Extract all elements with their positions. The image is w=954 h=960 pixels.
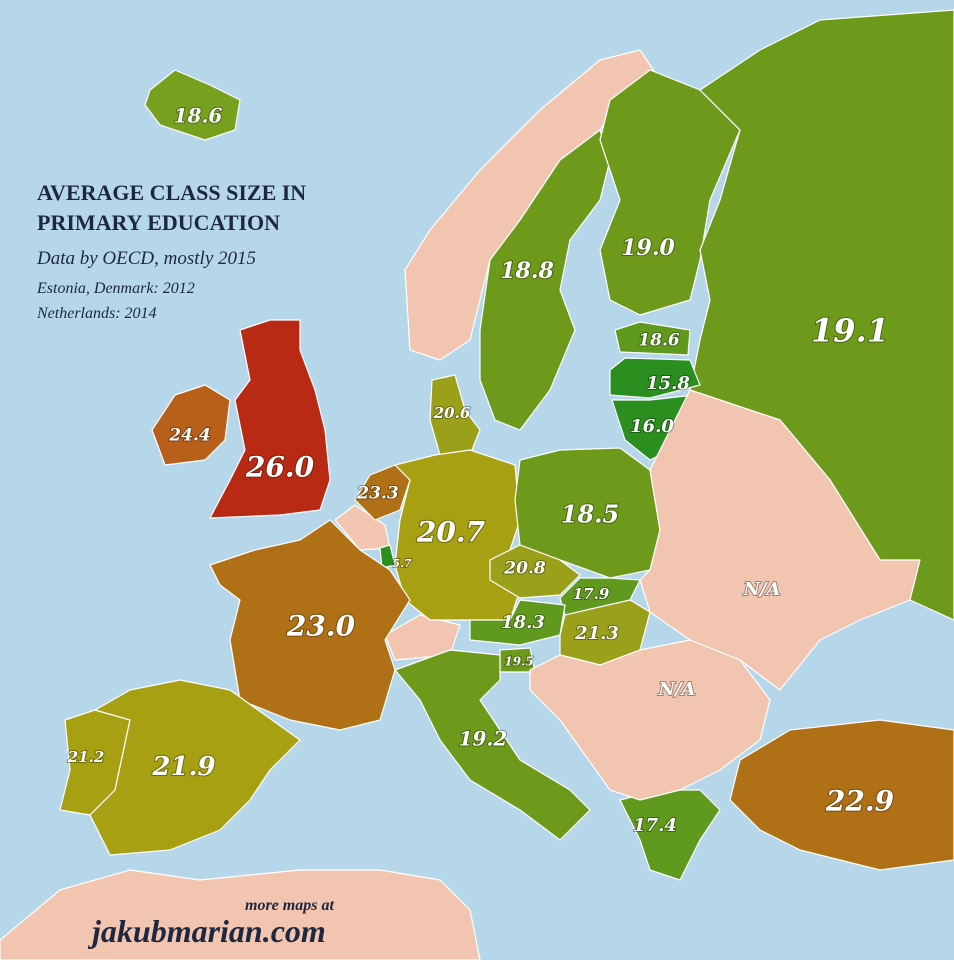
region-label: 18.3	[501, 612, 545, 633]
note: Netherlands: 2014	[36, 305, 157, 322]
subtitle: Data by OECD, mostly 2015	[36, 248, 256, 269]
region-label: 18.6	[638, 331, 680, 351]
region-label: 21.2	[67, 748, 105, 766]
country-region	[479, 129, 611, 431]
footer-prefix: more maps at	[245, 897, 334, 914]
note: Estonia, Denmark: 2012	[36, 280, 195, 297]
region-label: 15.8	[646, 373, 690, 394]
country-region	[614, 321, 691, 356]
region-label: 26.0	[245, 451, 315, 484]
region-label: N/A	[658, 679, 696, 700]
region-label: 21.9	[151, 752, 215, 782]
country-region	[394, 449, 521, 621]
footer-site: jakubmarian.com	[87, 913, 326, 949]
region-label: 24.4	[168, 426, 210, 446]
country-region	[469, 599, 566, 646]
region-label: 20.8	[503, 559, 546, 579]
country-region	[529, 639, 771, 801]
region-label: 21.3	[574, 623, 619, 644]
region-label: 19.0	[621, 235, 675, 261]
country-region	[609, 357, 701, 399]
region-label: 5.7	[392, 557, 411, 570]
country-region	[89, 679, 301, 856]
region-label: 17.9	[573, 585, 610, 603]
region-label: 19.5	[504, 655, 533, 669]
country-region	[429, 374, 481, 456]
land	[0, 869, 481, 960]
region-label: 23.0	[286, 610, 356, 643]
country-region	[144, 69, 241, 141]
country-region	[394, 649, 591, 841]
title-line: PRIMARY EDUCATION	[37, 210, 280, 235]
region-label: 17.4	[633, 815, 677, 836]
region-label: 18.6	[174, 104, 223, 128]
region-label: 19.2	[459, 727, 508, 751]
land	[384, 614, 461, 661]
region-label: N/A	[743, 579, 781, 600]
region-label: 22.9	[825, 785, 894, 818]
country-region	[209, 319, 331, 519]
region-label: 18.8	[500, 258, 554, 284]
country-region	[489, 544, 581, 599]
region-label: 19.1	[811, 312, 889, 350]
country-region	[379, 544, 396, 569]
country-region	[729, 719, 954, 871]
region-label: 16.0	[630, 416, 674, 437]
region-label: 23.3	[356, 484, 399, 504]
country-region	[151, 384, 231, 466]
region-label: 20.6	[433, 404, 471, 422]
region-label: 20.7	[416, 516, 486, 549]
title-line: AVERAGE CLASS SIZE IN	[37, 180, 306, 205]
region-label: 18.5	[561, 500, 619, 529]
country-region	[639, 389, 921, 691]
